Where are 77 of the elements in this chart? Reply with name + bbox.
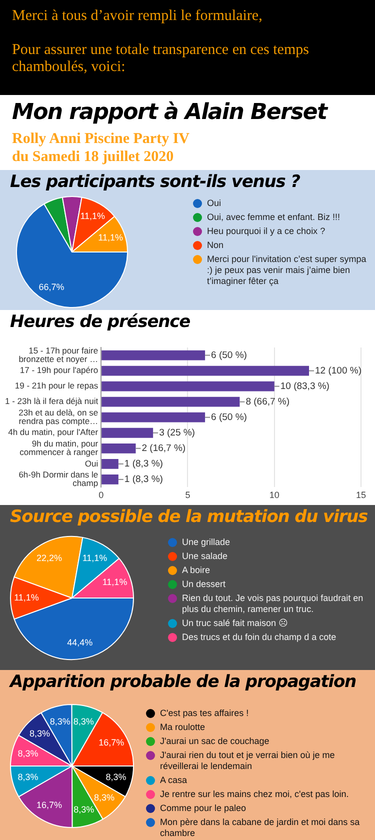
legend-label: Ma roulotte <box>160 722 206 733</box>
data-label: 44,4% <box>67 637 93 648</box>
data-label: 8,3% <box>18 748 38 759</box>
y-tick-label: Oui <box>84 458 98 468</box>
text: Merci à tous d’avoir rempli le formulaire, <box>12 8 264 25</box>
legend-label: Oui, avec femme et enfant. Biz !!! <box>207 212 340 223</box>
text: Pour assurer une totale transparence en ces temps chamboulés, voici: <box>12 42 310 76</box>
y-tick-label: 1 - 23h là il fera déjà nuit <box>4 396 99 406</box>
bar <box>102 443 136 454</box>
data-label: 6 (50 %) <box>211 350 247 361</box>
bar <box>102 350 206 360</box>
data-label: 6 (50 %) <box>211 412 247 423</box>
legend-label: Mon père dans la cabane de jardin et moi dans sa chambre <box>160 817 361 839</box>
data-label: 8,3% <box>50 716 70 727</box>
data-label: 11,1% <box>102 576 128 587</box>
y-tick-label: 6h-9h Dormir dans le champ <box>18 470 98 488</box>
legend-label: C'est pas tes affaires ! <box>160 708 249 719</box>
legend-label: Heu pourquoi il y a ce choix ? <box>207 226 326 237</box>
data-label: 22,2% <box>36 553 62 564</box>
legend-label: Comme pour le paleo <box>160 803 246 814</box>
data-label: 8,3% <box>30 728 50 738</box>
data-label: 8,3% <box>106 772 126 782</box>
data-label: 16,7% <box>36 800 62 810</box>
x-tick-label: 0 <box>98 490 104 500</box>
legend-label: J'aurai rien du tout et je verrai bien où je me réveillerai le lendemain <box>160 750 336 772</box>
y-tick-label: 4h du matin, pour l'After <box>8 427 98 438</box>
data-label: 1 (8,3 %) <box>124 474 163 486</box>
legend-label: Rien du tout. Je vois pas pourquoi faudrait en plus du chemin, ramener un truc. <box>182 593 364 615</box>
bar <box>102 396 240 407</box>
data-label: 66,7% <box>38 282 64 292</box>
legend-label: A casa <box>160 775 188 786</box>
data-label: 8 (66,7 %) <box>246 396 290 408</box>
legend-label: Un truc salé fait maison ☹ <box>182 618 288 629</box>
y-tick-label: 19 - 21h pour le repas <box>14 380 98 391</box>
x-tick-label: 5 <box>185 490 190 500</box>
legend-label: Des trucs et du foin du champ d a cote <box>182 632 336 643</box>
bar <box>102 428 154 438</box>
legend-label: Oui <box>207 198 222 209</box>
x-tick-label: 10 <box>269 490 280 500</box>
y-tick-label: 15 - 17h pour faire bronzette et noyer … <box>18 345 98 364</box>
data-label: 8,3% <box>73 716 94 726</box>
chart-title: Source possible de la mutation du virus <box>10 507 368 527</box>
y-tick-label: 9h du matin, pour commencer à ranger <box>20 438 98 457</box>
legend-label: Merci pour l'invitation c’est super sympa :) je peux pas venir mais j’aime bien t’imaginer fêter ça <box>207 254 368 287</box>
data-label: 8,3% <box>94 792 114 803</box>
x-tick-label: 15 <box>356 490 366 500</box>
data-label: 8,3% <box>18 772 38 782</box>
legend-label: Une salade <box>182 551 228 562</box>
data-label: 11,1% <box>14 592 39 602</box>
bar <box>102 381 274 392</box>
data-label: 8,3% <box>74 804 94 814</box>
y-tick-label: 17 - 19h pour l'apéro <box>20 365 98 376</box>
data-label: 3 (25 %) <box>159 427 195 438</box>
bar <box>102 366 310 376</box>
legend-label: A boire <box>182 565 210 576</box>
data-label: 16,7% <box>98 738 124 748</box>
data-label: 2 (16,7 %) <box>142 443 186 454</box>
legend-label: Une grillade <box>182 537 230 548</box>
data-label: 11,1% <box>98 232 124 242</box>
data-label: 11,1% <box>80 210 106 221</box>
bar <box>102 458 118 469</box>
chart-title: Heures de présence <box>10 312 190 332</box>
y-tick-label: 23h et au delà, on se rendra pas compte… <box>18 407 98 426</box>
bar <box>102 412 206 422</box>
data-label: 12 (100 %) <box>315 365 362 376</box>
legend-label: Je rentre sur les mains chez moi, c'est pas loin. <box>160 789 349 800</box>
data-label: 11,1% <box>82 553 108 564</box>
chart-title: Les participants sont-ils venus ? <box>10 172 300 192</box>
text: Mon rapport à Alain Berset <box>12 100 327 125</box>
legend-label: Un dessert <box>182 579 226 590</box>
bar <box>102 474 118 484</box>
legend-label: Non <box>207 240 224 251</box>
data-label: 10 (83,3 %) <box>280 380 330 392</box>
data-label: 1 (8,3 %) <box>124 458 163 470</box>
text: Rolly Anni Piscine Party IV du Samedi 18 juillet 2020 <box>12 130 190 166</box>
chart-title: Apparition probable de la propagation <box>10 672 356 692</box>
legend-label: J'aurai un sac de couchage <box>160 736 270 747</box>
